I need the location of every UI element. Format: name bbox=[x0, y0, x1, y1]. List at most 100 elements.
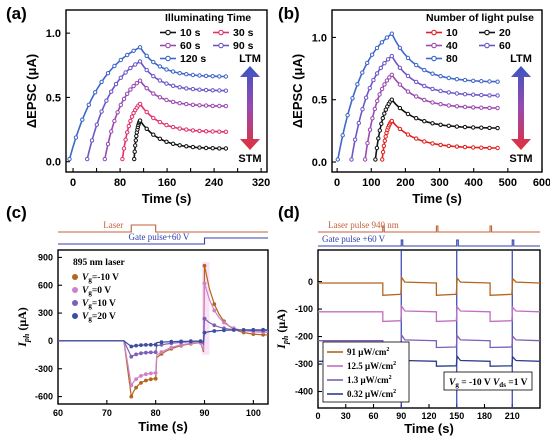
data-point bbox=[104, 98, 109, 103]
x-tick-label: 150 bbox=[449, 411, 464, 421]
y-label-unit: (μA) bbox=[15, 307, 29, 333]
data-point bbox=[335, 157, 340, 162]
data-point bbox=[105, 71, 111, 76]
legend-entry: Vg=10 V bbox=[82, 299, 116, 310]
data-point bbox=[405, 111, 411, 117]
series-1 bbox=[58, 281, 269, 388]
data-point bbox=[422, 97, 427, 103]
legend-superscript: 2 bbox=[389, 375, 392, 381]
y-tick-label: 600 bbox=[38, 280, 53, 290]
data-point bbox=[430, 141, 435, 146]
legend-entry: 12.5 μW/cm2 bbox=[347, 361, 396, 371]
panel-label: (c) bbox=[6, 203, 27, 222]
data-point bbox=[115, 110, 120, 115]
data-point bbox=[367, 127, 373, 132]
data-point bbox=[487, 105, 492, 111]
data-point bbox=[349, 157, 354, 162]
data-point bbox=[422, 139, 427, 144]
data-point bbox=[405, 55, 411, 61]
data-point bbox=[139, 374, 143, 378]
y-tick-label: -200 bbox=[295, 332, 313, 342]
data-point bbox=[203, 73, 209, 79]
bias-annotation: Vg = -10 V Vds =1 V bbox=[443, 371, 533, 391]
data-point bbox=[109, 89, 114, 94]
data-point bbox=[389, 31, 394, 36]
series-1 bbox=[318, 304, 541, 323]
x-axis-label: Time (s) bbox=[138, 419, 188, 434]
x-tick-label: 600 bbox=[533, 177, 550, 189]
arrow-shape bbox=[240, 66, 260, 150]
data-point bbox=[134, 352, 139, 357]
data-point bbox=[222, 320, 226, 325]
data-point bbox=[177, 101, 182, 106]
data-point bbox=[454, 124, 460, 129]
x-tick-label: 120 bbox=[421, 411, 436, 421]
panel-a: (a) 0 80 160 240 320 0.0 0.5 1.0 Time (s) ΔEPSC (μ… bbox=[6, 4, 270, 206]
data-point bbox=[479, 105, 484, 110]
data-point bbox=[210, 103, 215, 109]
x-tick-label: 80 bbox=[151, 408, 161, 418]
series-4 bbox=[67, 45, 229, 162]
y-label-unit: (μA) bbox=[274, 309, 288, 335]
data-point bbox=[210, 129, 215, 134]
data-point bbox=[203, 103, 209, 108]
panel-d: (d) 0 30 60 90 120 150 180 210 -400 -300 -200 -100 0 T… bbox=[274, 203, 541, 436]
data-point bbox=[365, 141, 370, 146]
data-point bbox=[379, 86, 385, 92]
data-point bbox=[125, 130, 130, 135]
data-point bbox=[177, 126, 182, 131]
legend-entry: 20 bbox=[499, 27, 511, 39]
data-point bbox=[414, 94, 419, 99]
gate-label: Gate pulse +60 V bbox=[322, 234, 386, 244]
data-point bbox=[217, 103, 222, 109]
data-point bbox=[471, 92, 476, 97]
data-point bbox=[133, 62, 138, 67]
data-point bbox=[462, 77, 468, 83]
legend-value: =10 V bbox=[92, 299, 116, 309]
data-point bbox=[446, 103, 451, 108]
y-tick-label: 1.0 bbox=[312, 32, 327, 44]
legend-marker bbox=[431, 55, 437, 62]
x-tick-label: 100 bbox=[246, 408, 261, 418]
legend-marker bbox=[72, 300, 78, 306]
data-point bbox=[362, 157, 368, 162]
plot-frame bbox=[65, 9, 268, 173]
series-0 bbox=[318, 275, 541, 296]
legend-symbol: V bbox=[82, 299, 89, 309]
data-point bbox=[382, 82, 387, 87]
data-point bbox=[159, 350, 164, 354]
x-tick-label: 160 bbox=[158, 177, 176, 189]
data-point bbox=[212, 302, 217, 306]
data-point bbox=[129, 394, 134, 399]
data-point bbox=[371, 77, 376, 83]
data-point bbox=[125, 91, 130, 97]
data-point bbox=[430, 71, 435, 76]
series-line bbox=[318, 275, 541, 296]
series-2 bbox=[362, 72, 500, 162]
y-axis-label: Iph (μA) bbox=[274, 309, 290, 350]
data-point bbox=[128, 87, 133, 92]
x-tick-label: 100 bbox=[362, 177, 380, 189]
data-point bbox=[94, 122, 100, 127]
data-point bbox=[151, 115, 156, 121]
data-point bbox=[202, 263, 207, 268]
y-label-subscript: ph bbox=[22, 333, 31, 343]
x-axis-label: Time (s) bbox=[412, 191, 462, 206]
data-point bbox=[212, 323, 217, 328]
data-point bbox=[157, 78, 163, 83]
legend-marker bbox=[72, 287, 78, 293]
data-point bbox=[125, 52, 130, 58]
data-point bbox=[389, 118, 394, 124]
series-2 bbox=[102, 78, 229, 162]
data-point bbox=[203, 129, 209, 134]
data-point bbox=[134, 81, 140, 86]
data-point bbox=[382, 61, 387, 66]
x-tick-label: 500 bbox=[499, 177, 517, 189]
data-point bbox=[80, 117, 85, 122]
data-point bbox=[177, 85, 182, 90]
y-tick-label: -600 bbox=[35, 392, 53, 402]
data-point bbox=[113, 81, 119, 87]
x-tick-label: 0 bbox=[70, 177, 76, 189]
